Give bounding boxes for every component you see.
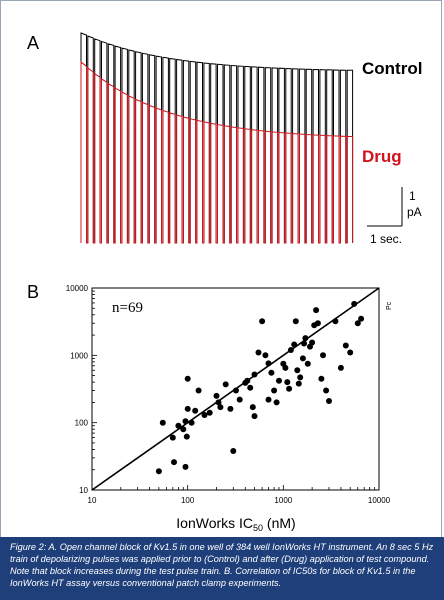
scatter-point — [284, 379, 291, 386]
scatter-point — [249, 404, 256, 411]
scatter-point — [255, 349, 262, 356]
y-tick-label: 10 — [79, 486, 88, 495]
panel-a-traces: Control Drug 1 pA 1 sec. — [80, 32, 422, 246]
scatter-point — [265, 360, 272, 367]
scatter-point — [251, 371, 258, 378]
scatter-point — [233, 387, 239, 394]
drug-label: Drug — [362, 147, 402, 166]
scatter-point — [206, 409, 213, 416]
x-axis-label-suffix: (nM) — [263, 515, 296, 531]
scatter-point — [302, 335, 309, 342]
scatter-point — [337, 364, 344, 371]
scatter-point — [347, 349, 354, 356]
scatter-point — [247, 384, 254, 391]
scatter-point — [273, 399, 280, 406]
scatter-point — [201, 412, 208, 418]
scatter-point — [159, 419, 166, 426]
scatter-point — [188, 419, 195, 426]
scatter-point — [262, 352, 269, 359]
drug-trace — [80, 60, 354, 244]
figure-caption: Figure 2: A. Open channel block of Kv1.5… — [0, 537, 444, 600]
scatter-point — [265, 396, 272, 403]
scatter-point — [354, 320, 361, 327]
scatter-point — [294, 367, 301, 374]
scatter-point — [314, 320, 321, 327]
scatter-point — [182, 463, 189, 470]
scatter-point — [271, 387, 278, 394]
scatter-point — [309, 339, 316, 346]
scale-y-value: 1 — [409, 189, 416, 203]
scatter-point — [301, 340, 308, 347]
panel-b-label: B — [27, 282, 40, 302]
scatter-point — [175, 422, 182, 429]
scatter-point — [292, 318, 299, 325]
scatter-point — [332, 318, 339, 325]
scatter-point — [291, 341, 298, 348]
scatter-point — [244, 377, 251, 384]
scatter-point — [304, 360, 311, 367]
scatter-point — [230, 448, 237, 454]
panel-a-label: A — [27, 33, 40, 53]
x-axis-label-sub: 50 — [253, 523, 263, 533]
y-tick-label: 10000 — [66, 284, 89, 293]
scatter-point — [222, 381, 229, 388]
scale-y-unit: pA — [407, 205, 422, 219]
scatter-point — [282, 364, 289, 371]
x-axis-label-prefix: IonWorks IC — [176, 515, 253, 531]
x-tick-label: 10 — [88, 496, 97, 505]
scatter-point — [195, 387, 202, 394]
scatter-point — [318, 375, 325, 382]
scatter-point — [213, 392, 220, 399]
scatter-point — [326, 398, 332, 404]
panel-b-scatter: 10 100 1000 10000 10 100 1000 10000 n=69 Pc Ion… — [66, 284, 393, 533]
y-tick-label: 1000 — [70, 351, 88, 360]
x-tick-label: 1000 — [274, 496, 292, 505]
scatter-point — [227, 405, 234, 412]
x-tick-label: 100 — [181, 496, 195, 505]
scatter-point — [259, 318, 266, 325]
scatter-point — [313, 307, 320, 314]
n-annotation: n=69 — [112, 300, 143, 316]
scatter-point — [358, 315, 365, 322]
y-tick-label: 100 — [75, 419, 89, 428]
scatter-point — [171, 459, 177, 466]
scatter-point — [342, 342, 349, 349]
scatter-point — [297, 374, 304, 381]
scatter-point — [320, 352, 326, 359]
scatter-point — [251, 413, 258, 420]
scatter-point — [323, 387, 330, 394]
scatter-point — [268, 369, 275, 376]
scatter-point — [182, 418, 189, 425]
x-axis-label: IonWorks IC50 (nM) — [176, 515, 295, 533]
scatter-point — [299, 355, 306, 362]
scatter-point — [286, 385, 293, 392]
scatter-point — [215, 399, 222, 406]
scatter-point — [169, 434, 176, 441]
scatter-point — [236, 396, 243, 403]
scatter-point — [184, 375, 191, 382]
plot-frame — [91, 287, 380, 491]
x-tick-label: 10000 — [368, 496, 391, 505]
scatter-point — [183, 433, 190, 440]
scatter-point — [276, 377, 282, 384]
scatter-point — [192, 407, 199, 414]
scatter-point — [351, 300, 358, 307]
scatter-point — [217, 404, 224, 411]
control-label: Control — [362, 59, 422, 78]
scatter-point — [184, 405, 191, 412]
y-axis-label: Pc — [386, 301, 393, 310]
scatter-point — [295, 380, 302, 387]
scale-x-label: 1 sec. — [370, 232, 402, 246]
scatter-point — [180, 426, 187, 433]
scatter-point — [155, 468, 162, 475]
scatter-point — [287, 347, 294, 353]
